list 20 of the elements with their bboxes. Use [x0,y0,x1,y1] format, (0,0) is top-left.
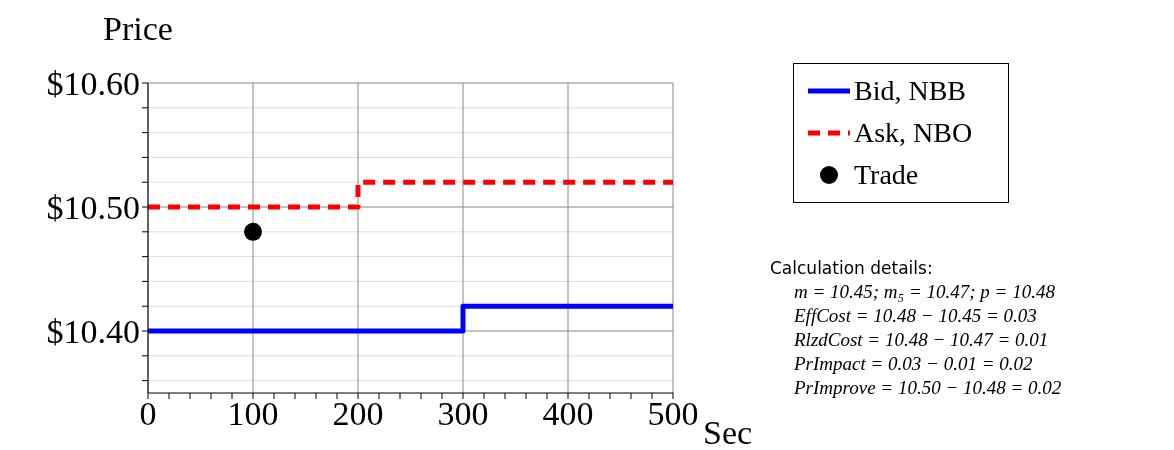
legend-label: Trade [854,159,919,191]
legend-label: Ask, NBO [854,117,973,149]
x-tick-label: 300 [437,395,489,433]
y-tick-label: $10.60 [46,65,140,103]
text: EffCost = 10.48 − 10.45 = 0.03 [793,304,1038,328]
y-axis-title: Price [103,10,173,48]
x-tick-label: 100 [227,395,279,433]
y-tick-label: $10.50 [46,189,140,227]
x-tick-label: 500 [647,395,699,433]
y-tick-label: $10.40 [46,313,140,351]
text: PrImprove = 10.50 − 10.48 = 0.02 [793,376,1062,400]
text: Calculation details: [770,257,934,280]
x-tick-label: 200 [332,395,384,433]
x-tick-label: 400 [542,395,594,433]
x-axis-title: Sec [703,414,753,450]
text: RlzdCost = 10.48 − 10.47 = 0.01 [793,328,1050,352]
x-tick-label: 0 [139,395,157,433]
text: m = 10.45; m₅ = 10.47; p = 10.48 [793,280,1056,304]
legend-label: Bid, NBB [854,75,967,107]
text: PrImpact = 0.03 − 0.01 = 0.02 [793,352,1034,376]
